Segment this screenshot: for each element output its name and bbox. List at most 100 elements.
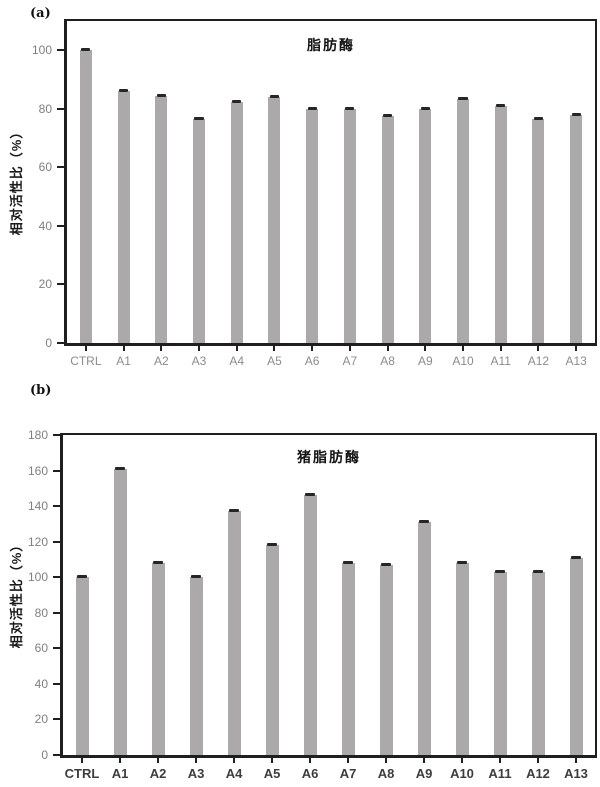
error-bar-cap [81,48,91,52]
bar-a3 [189,575,203,755]
y-axis-tick-label: 40 [38,218,52,233]
y-axis-tick [57,166,64,169]
x-axis-tick [347,758,349,763]
y-axis-tick [53,611,60,614]
error-bar-cap [191,575,201,579]
y-axis-tick-label: 20 [34,712,48,727]
x-axis-label-a12: A12 [527,354,550,368]
y-axis-tick [53,754,60,756]
x-axis-tick [235,346,238,351]
y-axis-tick [53,682,60,685]
error-bar-cap [571,112,581,116]
bar-a10 [455,561,469,755]
error-bar-cap [420,106,430,110]
x-axis-tick [461,758,463,763]
y-axis-tick [53,505,60,508]
x-axis-tick [160,346,163,351]
y-axis-tick-label: 180 [27,428,48,442]
x-axis-label-a6: A6 [304,354,320,368]
bar-a5 [268,95,281,343]
y-axis-tick-label: 60 [34,641,48,656]
x-axis-label-a13: A13 [564,766,588,781]
x-axis-label-ctrl: CTRL [64,766,100,781]
y-axis-tick-label: 80 [34,605,48,620]
bar-a1 [117,89,130,343]
error-bar-cap [343,561,353,564]
y-axis-tick [57,107,64,110]
y-axis-tick [57,342,64,344]
y-axis-tick-label: 100 [31,43,52,58]
bar-a10 [457,96,469,343]
x-axis-label-a13: A13 [565,354,587,368]
error-bar-cap [458,96,468,100]
x-axis-tick [499,346,502,351]
x-axis-tick [499,758,501,763]
x-axis-tick [198,346,200,351]
x-axis-tick [537,346,540,351]
x-axis-tick [423,758,425,763]
x-axis-tick [81,758,83,763]
y-axis-tick-label: 60 [38,160,52,175]
bar-a7 [341,561,355,755]
error-bar-cap [119,89,129,93]
x-axis-tick [537,758,539,763]
x-axis-tick [462,346,464,351]
x-axis-label-a7: A7 [342,354,358,368]
bar-a5 [265,543,279,755]
bar-a6 [306,106,319,343]
x-axis-label-a5: A5 [267,354,282,368]
chart-a-plot-area: 脂肪酶 0 20 40 60 80 100 CTRL A1 A2 A3 A4 A5 A6 A7 A8 A9 A10… [32,19,597,368]
y-axis-tick [53,576,60,579]
y-axis-tick-label: 100 [27,570,48,585]
x-axis-label-a2: A2 [149,766,167,781]
x-axis-label-a3: A3 [191,354,207,368]
error-bar-cap [267,543,277,547]
x-axis-tick [233,758,235,763]
error-bar-cap [307,106,317,110]
x-axis-label-a6: A6 [301,766,319,781]
x-axis-label-a5: A5 [263,766,281,781]
x-axis-tick [386,346,389,351]
panel-b-label: (b) [30,383,52,398]
error-bar-cap [383,114,393,118]
y-axis-tick-label: 140 [27,499,48,514]
x-axis-tick [311,346,314,351]
y-axis-tick [53,647,60,650]
y-axis-tick-label: 20 [38,277,52,292]
y-axis-tick-label: 80 [38,101,52,116]
y-axis-tick [53,540,60,543]
x-axis-tick [119,758,121,763]
x-axis-tick [575,758,577,763]
error-bar-cap [77,575,87,579]
bar-a6 [303,493,317,755]
x-axis-label-a10: A10 [452,354,474,368]
bar-a8 [381,114,394,343]
x-axis-tick [195,758,197,763]
bar-a8 [379,562,393,755]
error-bar-cap [115,466,125,470]
bar-a13 [569,555,583,755]
chart-title: 脂肪酶 [307,37,355,53]
y-axis-tick-label: 40 [34,676,48,691]
chart-b-plot-area: 猪脂肪酶 0 20 40 60 80 100 120 140 160 180 CTRL A1 A2 A3 A4… [28,428,597,781]
x-axis-label-a7: A7 [339,766,357,781]
x-axis-label-a8: A8 [380,354,395,368]
error-bar-cap [533,569,543,573]
error-bar-cap [269,95,279,99]
error-bar-cap [305,493,315,497]
x-axis-label-a1: A1 [116,354,131,368]
y-axis-tick-label: 0 [41,748,48,762]
bar-a11 [493,569,507,755]
error-bar-cap [496,103,506,107]
chart-title: 猪脂肪酶 [297,449,361,465]
x-axis-tick [424,346,427,351]
error-bar-cap [381,562,391,566]
error-bar-cap [232,99,242,103]
error-bar-cap [533,117,543,121]
bar-ctrl [79,48,92,343]
bar-a2 [155,93,168,343]
x-axis-label-a3: A3 [187,766,205,781]
x-axis-label-a9: A9 [415,766,433,781]
y-axis-tick-label: 120 [27,534,48,549]
y-axis-tick [57,49,64,52]
